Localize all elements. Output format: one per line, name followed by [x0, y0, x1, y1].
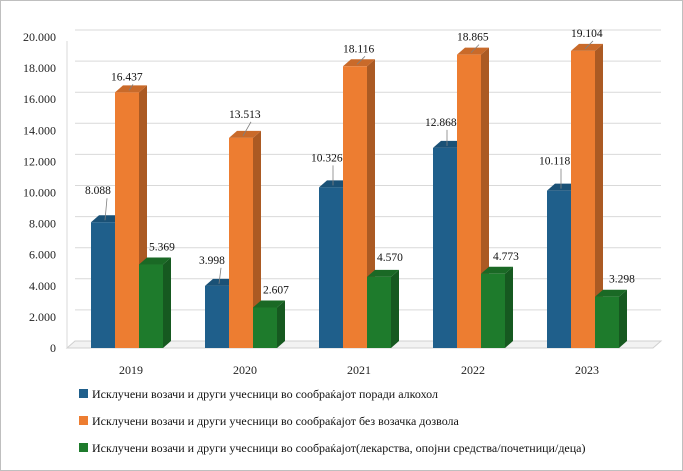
y-tick-label: 4.000	[29, 279, 56, 293]
y-tick-label: 0	[50, 341, 56, 355]
data-label: 13.513	[229, 109, 261, 121]
data-label: 18.116	[343, 43, 374, 55]
bar-top	[253, 300, 285, 308]
data-label: 4.570	[377, 252, 403, 264]
bar	[571, 43, 603, 348]
label-leader-line	[356, 56, 366, 65]
y-tick-label: 2.000	[29, 310, 56, 324]
bar-side	[391, 269, 399, 348]
x-tick-label: 2020	[233, 363, 257, 377]
bar-front	[139, 264, 163, 348]
bar	[139, 257, 171, 348]
bar-front	[343, 66, 367, 348]
legend-label: Исклучени возачи и други учесници во соо…	[92, 441, 586, 455]
bar-side	[253, 130, 261, 348]
bar-top	[115, 85, 147, 93]
bar-front	[547, 190, 571, 348]
data-label: 16.437	[111, 71, 143, 83]
bar-front	[91, 222, 115, 348]
data-label: 8.088	[85, 185, 111, 197]
label-leader-line	[128, 84, 134, 91]
x-tick-label: 2021	[347, 363, 371, 377]
legend-label: Исклучени возачи и други учесници во соо…	[92, 414, 460, 428]
bar	[253, 300, 285, 348]
legend-item: Исклучени возачи и други учесници во соо…	[79, 441, 586, 455]
bar-front	[433, 147, 457, 348]
bar-side	[163, 257, 171, 348]
y-tick-label: 20.000	[23, 30, 56, 44]
data-label: 10.326	[311, 152, 343, 164]
label-leader-line	[470, 44, 480, 53]
x-tick-label: 2022	[461, 363, 485, 377]
y-tick-label: 8.000	[29, 217, 56, 231]
bar-front	[115, 92, 139, 348]
x-tick-label: 2023	[575, 363, 599, 377]
bar-top	[229, 130, 261, 138]
bar-front	[229, 137, 253, 348]
x-tick-label: 2019	[119, 363, 143, 377]
label-leader-line	[584, 40, 594, 50]
bar-top	[367, 269, 399, 277]
bar-top	[481, 266, 513, 274]
bar-front	[457, 54, 481, 348]
bar-side	[619, 289, 627, 348]
y-tick-label: 18.000	[23, 61, 56, 75]
y-axis-tick-labels: 0 2.000 4.000 6.000 8.000 10.000 12.000 14.000 1…	[23, 30, 56, 355]
data-label: 3.998	[199, 255, 225, 267]
bar	[595, 289, 627, 348]
bar-side	[595, 43, 603, 348]
label-leader-line	[218, 267, 222, 284]
bar-top	[595, 289, 627, 297]
bar-front	[205, 285, 229, 348]
legend-swatch	[79, 416, 88, 425]
y-tick-label: 12.000	[23, 154, 56, 168]
data-labels: 8.088 16.437 5.369 3.998 13.513 2.607 10.326 18…	[85, 28, 635, 297]
label-leader-line	[104, 198, 108, 221]
data-label: 2.607	[263, 284, 289, 296]
bar-front	[595, 296, 619, 348]
bar-front	[571, 50, 595, 348]
legend-label: Исклучени возачи и други учесници во соо…	[92, 387, 438, 401]
bar-top	[139, 257, 171, 265]
bar-front	[367, 276, 391, 348]
bar-side	[505, 266, 513, 348]
bar	[481, 266, 513, 348]
data-label: 3.298	[609, 274, 635, 286]
legend: Исклучени возачи и други учесници во соо…	[79, 387, 586, 455]
data-label: 12.868	[425, 117, 457, 129]
data-label: 10.118	[539, 156, 570, 168]
y-tick-label: 6.000	[29, 248, 56, 262]
y-tick-label: 16.000	[23, 92, 56, 106]
x-axis-tick-labels: 2019 2020 2021 2022 2023	[119, 363, 599, 377]
bar-front	[253, 307, 277, 348]
bar-side	[277, 300, 285, 348]
legend-item: Исклучени возачи и други учесници во соо…	[79, 387, 438, 401]
bars	[91, 43, 627, 348]
legend-item: Исклучени возачи и други учесници во соо…	[79, 414, 460, 428]
legend-swatch	[79, 389, 88, 398]
data-label: 19.104	[571, 28, 603, 40]
bar-front	[319, 187, 343, 348]
y-tick-label: 14.000	[23, 123, 56, 137]
data-label: 18.865	[457, 32, 489, 44]
bar	[367, 269, 399, 348]
label-leader-line	[242, 121, 252, 137]
bar-front	[481, 273, 505, 348]
data-label: 5.369	[149, 242, 175, 254]
bar	[229, 130, 261, 348]
data-label: 4.773	[493, 251, 519, 263]
y-tick-label: 10.000	[23, 186, 56, 200]
legend-swatch	[79, 443, 88, 452]
